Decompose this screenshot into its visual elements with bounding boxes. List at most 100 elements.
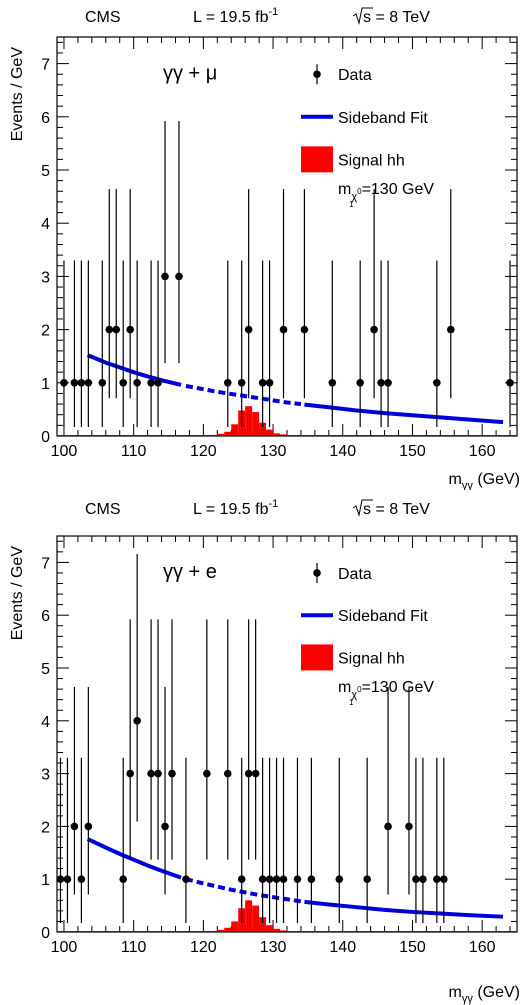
data-point xyxy=(147,379,155,387)
x-tick-label: 130 xyxy=(260,443,287,460)
data-point xyxy=(119,875,128,883)
x-axis-label-sub: γγ xyxy=(462,993,474,1005)
data-point xyxy=(223,379,232,387)
data-point xyxy=(279,325,288,334)
y-tick-label: 3 xyxy=(41,767,50,784)
data-point xyxy=(356,379,364,387)
data-point xyxy=(265,379,274,387)
x-axis-ticks: 100 110 120 130 140 150 160 xyxy=(51,536,511,956)
legend-data-marker xyxy=(313,569,321,577)
x-tick-label: 110 xyxy=(121,939,147,956)
y-tick-label: 2 xyxy=(41,323,50,340)
signal-bin xyxy=(224,927,232,932)
y-tick-label: 3 xyxy=(41,269,50,286)
data-point xyxy=(440,875,448,883)
data-point xyxy=(126,325,134,334)
y-tick-label: 7 xyxy=(41,555,50,572)
data-point xyxy=(237,379,246,387)
plot-frame xyxy=(56,535,518,933)
y-tick-label: 7 xyxy=(41,57,50,74)
data-point xyxy=(98,379,107,387)
experiment-label: CMS xyxy=(85,501,121,518)
signal-bin xyxy=(273,928,281,932)
data-points xyxy=(56,553,448,924)
y-tick-label: 1 xyxy=(41,872,50,889)
data-point xyxy=(300,325,309,334)
sqrt-icon xyxy=(352,499,373,517)
data-point xyxy=(384,822,392,831)
data-point xyxy=(370,325,378,334)
legend-fit-label: Sideband Fit xyxy=(338,110,428,127)
data-point xyxy=(419,875,427,883)
y-tick-label: 4 xyxy=(41,216,50,233)
signal-bin xyxy=(231,921,239,932)
data-point xyxy=(182,875,190,883)
data-point xyxy=(84,822,93,831)
x-tick-label: 120 xyxy=(190,443,217,460)
luminosity-label: L = 19.5 fb-1 xyxy=(193,6,278,26)
signal-bin xyxy=(259,422,267,436)
data-point xyxy=(126,769,134,778)
data-point xyxy=(335,875,344,883)
y-tick-label: 2 xyxy=(41,819,50,836)
data-point xyxy=(244,769,253,778)
legend-mass-sub: χ xyxy=(351,689,357,701)
x-tick-label: 110 xyxy=(121,443,147,460)
y-axis-label: Events / GeV xyxy=(9,47,26,142)
fit-curve-signal-region xyxy=(185,877,302,904)
experiment-label: CMS xyxy=(85,9,121,26)
signal-bin xyxy=(245,406,253,436)
legend-mass-label: mχ0=130 GeV xyxy=(338,679,434,701)
data-point xyxy=(60,379,68,387)
data-point xyxy=(412,875,420,883)
sideband-fit xyxy=(86,353,504,425)
data-point xyxy=(272,875,281,883)
legend-signal-label: Signal hh xyxy=(338,650,405,667)
legend-signal-swatch xyxy=(301,644,333,671)
signal-bin xyxy=(231,424,239,436)
signal-bin xyxy=(252,905,260,932)
fit-curve-left xyxy=(86,837,182,880)
energy-label: s = 8 TeV xyxy=(363,9,430,26)
data-point xyxy=(237,875,246,883)
x-axis-label: mγγ (GeV) xyxy=(449,984,520,1005)
luminosity-exponent: -1 xyxy=(268,498,278,510)
x-axis-label-unit: (GeV) xyxy=(473,471,520,488)
x-tick-label: 150 xyxy=(399,939,426,956)
data-point xyxy=(405,822,413,831)
plot-frame xyxy=(56,36,518,437)
y-tick-label: 4 xyxy=(41,714,50,731)
legend-data-label: Data xyxy=(338,67,372,84)
data-point xyxy=(154,769,162,778)
data-point xyxy=(363,875,371,883)
fit-curve-left xyxy=(86,353,182,387)
data-point xyxy=(258,875,267,883)
x-tick-label: 160 xyxy=(469,443,496,460)
legend-mass-sup: 0 xyxy=(357,187,362,196)
data-point xyxy=(77,875,86,883)
header: CMS L = 19.5 fb-1 s = 8 TeV xyxy=(85,498,430,518)
x-tick-label: 140 xyxy=(329,443,356,460)
data-point xyxy=(293,875,302,883)
x-tick-label: 130 xyxy=(260,939,287,956)
data-point xyxy=(154,379,162,387)
y-axis-label: Events / GeV xyxy=(9,546,26,641)
data-point xyxy=(258,379,267,387)
x-tick-label: 140 xyxy=(329,939,356,956)
legend-mass-sub: χ xyxy=(351,191,357,203)
x-axis-ticks: 100 110 120 130 140 150 160 xyxy=(51,37,511,460)
energy-label: s = 8 TeV xyxy=(363,501,430,518)
data-point xyxy=(279,875,288,883)
data-point xyxy=(70,379,79,387)
legend-mass-prefix: m xyxy=(338,679,351,696)
legend-fit-label: Sideband Fit xyxy=(338,608,428,625)
channel-label: γγ + e xyxy=(163,561,217,583)
data-point xyxy=(147,769,155,778)
data-point xyxy=(133,379,141,387)
data-point xyxy=(384,379,392,387)
sqrt-icon xyxy=(352,7,373,25)
